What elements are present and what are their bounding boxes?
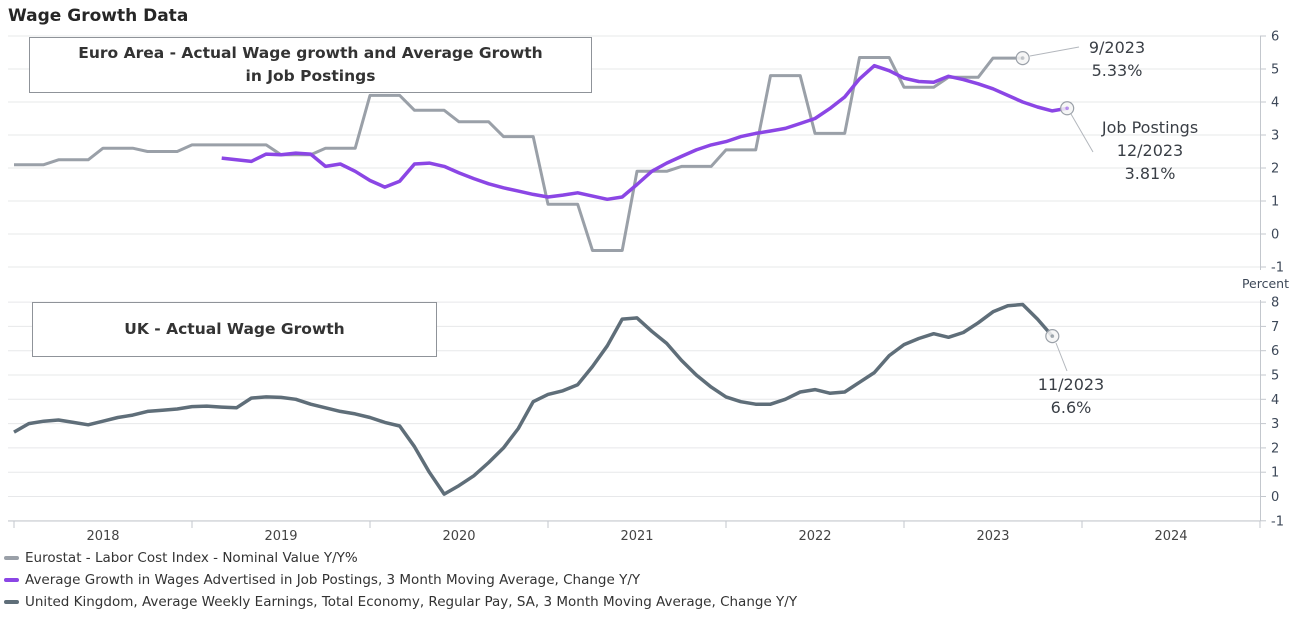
annotation-eurostat-value: 5.33% [1091,61,1143,80]
annotation-eurostat-end: 9/2023 5.33% [1077,36,1157,82]
legend-item-uk: United Kingdom, Average Weekly Earnings,… [4,591,797,613]
svg-text:5: 5 [1271,63,1279,78]
svg-text:4: 4 [1271,393,1279,408]
svg-text:-1: -1 [1271,514,1284,529]
euro-panel-label-line2: in Job Postings [245,67,376,85]
svg-text:2: 2 [1271,441,1279,456]
svg-text:2: 2 [1271,162,1279,177]
svg-text:2024: 2024 [1154,529,1187,544]
svg-text:2018: 2018 [86,529,119,544]
legend-label-eurostat: Eurostat - Labor Cost Index - Nominal Va… [25,550,358,566]
svg-text:1: 1 [1271,195,1279,210]
euro-panel-label-line1: Euro Area - Actual Wage growth and Avera… [78,44,543,62]
svg-text:4: 4 [1271,96,1279,111]
job-postings-line-swatch-icon [4,578,19,582]
legend-item-job-postings: Average Growth in Wages Advertised in Jo… [4,569,797,591]
svg-text:2022: 2022 [798,529,831,544]
svg-text:2021: 2021 [620,529,653,544]
legend-label-job-postings: Average Growth in Wages Advertised in Jo… [25,572,641,588]
svg-text:6: 6 [1271,344,1279,359]
svg-text:0: 0 [1271,228,1279,243]
page-title: Wage Growth Data [8,6,189,26]
svg-text:8: 8 [1271,296,1279,311]
annotation-uk-date: 11/2023 [1037,375,1105,394]
annotation-eurostat-date: 9/2023 [1088,38,1146,57]
svg-text:2019: 2019 [264,529,297,544]
legend-label-uk: United Kingdom, Average Weekly Earnings,… [25,594,798,610]
annotation-postings-date: 12/2023 [1116,141,1184,160]
svg-text:5: 5 [1271,369,1279,384]
svg-text:3: 3 [1271,417,1279,432]
uk-line-swatch-icon [4,600,19,604]
svg-text:3: 3 [1271,129,1279,144]
svg-text:2020: 2020 [442,529,475,544]
annotation-uk-end: 11/2023 6.6% [1030,373,1112,419]
eurostat-line-swatch-icon [4,556,19,560]
annotation-job-postings-end: Job Postings 12/2023 3.81% [1091,116,1209,185]
uk-panel-label: UK - Actual Wage Growth [32,302,437,357]
annotation-postings-value: 3.81% [1124,164,1176,183]
svg-text:7: 7 [1271,320,1279,335]
svg-text:0: 0 [1271,490,1279,505]
annotation-uk-value: 6.6% [1050,398,1092,417]
uk-panel-label-text: UK - Actual Wage Growth [124,320,345,338]
annotation-postings-series: Job Postings [1101,118,1199,137]
svg-text:Percent: Percent [1242,276,1289,291]
legend: Eurostat - Labor Cost Index - Nominal Va… [4,547,797,613]
svg-text:6: 6 [1271,30,1279,45]
legend-item-eurostat: Eurostat - Labor Cost Index - Nominal Va… [4,547,797,569]
svg-text:2023: 2023 [976,529,1009,544]
svg-text:-1: -1 [1271,261,1284,276]
svg-text:1: 1 [1271,466,1279,481]
euro-area-panel-label: Euro Area - Actual Wage growth and Avera… [29,37,592,93]
